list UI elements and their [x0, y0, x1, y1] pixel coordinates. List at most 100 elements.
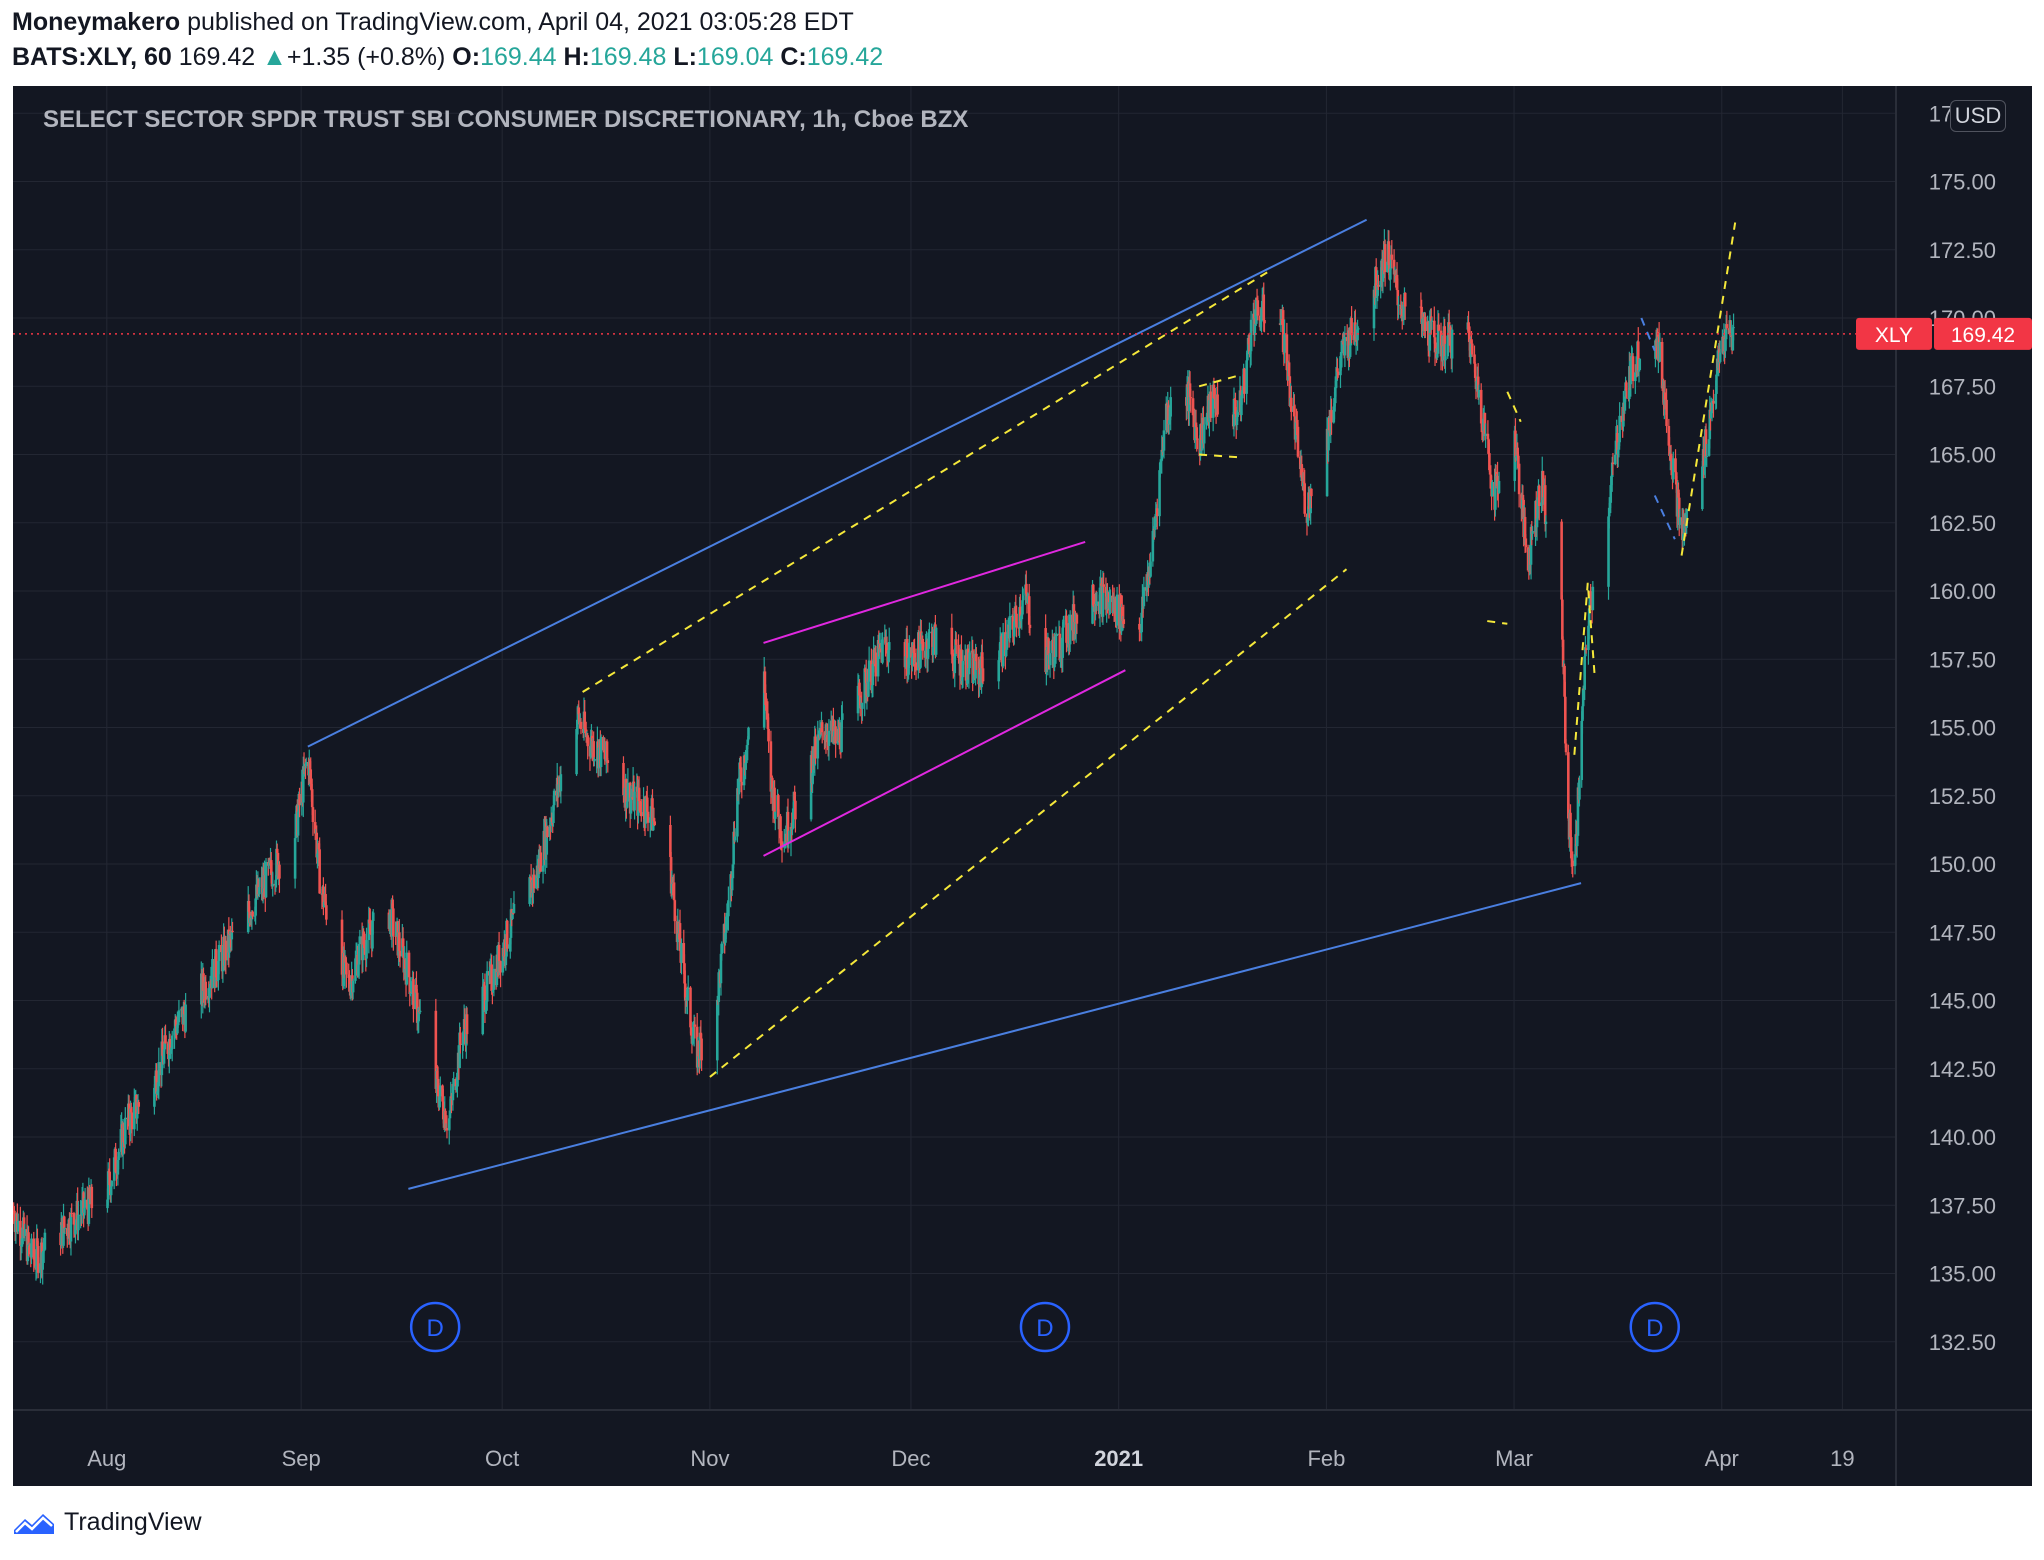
- candle-body: [68, 1219, 71, 1239]
- candle-body: [344, 957, 348, 963]
- candle-body: [488, 966, 492, 976]
- candle-body: [649, 814, 653, 818]
- candle-body: [951, 656, 955, 668]
- candle-body: [1435, 353, 1439, 358]
- candle-body: [745, 745, 749, 761]
- candle-body: [1108, 602, 1111, 609]
- candle-body: [528, 877, 531, 904]
- candle-body: [1709, 411, 1713, 419]
- candle-body: [957, 644, 960, 658]
- candle-body: [912, 645, 916, 653]
- grid: [13, 86, 2032, 1486]
- candle-body: [1432, 320, 1436, 338]
- candle-body: [1591, 586, 1595, 611]
- candle-body: [1711, 400, 1715, 411]
- candle-body: [926, 648, 930, 659]
- x-tick-label: Dec: [891, 1446, 930, 1471]
- candle-body: [733, 831, 736, 841]
- candle-body: [1537, 485, 1541, 506]
- candle-body: [348, 977, 351, 989]
- candle-body: [1232, 398, 1236, 427]
- candle-body: [910, 647, 913, 666]
- candle-body: [1151, 530, 1155, 562]
- candle-body: [876, 639, 880, 677]
- candle-body: [110, 1180, 114, 1187]
- candle-body: [296, 811, 300, 836]
- candle-body: [1193, 422, 1197, 441]
- candle-body: [508, 937, 512, 945]
- candle-body: [408, 977, 412, 995]
- chart-panel[interactable]: 132.50 135.00 137.50 140.00 142.50 145.00 147.…: [13, 86, 2032, 1486]
- candle-body: [271, 883, 275, 887]
- candle-body: [434, 1010, 438, 1089]
- candle-body: [391, 903, 394, 909]
- candle-body: [1701, 466, 1704, 510]
- candle-body: [452, 1079, 455, 1087]
- candle-body: [1517, 463, 1521, 495]
- candle-body: [1629, 361, 1633, 385]
- candle-body: [228, 934, 231, 953]
- candle-body: [36, 1238, 39, 1246]
- candle-body: [719, 953, 723, 984]
- candle-body: [742, 755, 746, 786]
- candle-body: [1006, 630, 1009, 634]
- currency-button[interactable]: USD: [1950, 100, 2006, 132]
- candle-body: [1000, 636, 1003, 663]
- footer-brand[interactable]: TradingView: [64, 1508, 202, 1536]
- candle-body: [732, 831, 735, 865]
- candle-body: [717, 972, 721, 1002]
- candle-body: [737, 778, 741, 795]
- candle-body: [1576, 787, 1580, 836]
- candle-body: [1066, 643, 1070, 645]
- price-axis[interactable]: 132.50 135.00 137.50 140.00 142.50 145.00 147.…: [1929, 101, 1996, 1354]
- chart-canvas[interactable]: 132.50 135.00 137.50 140.00 142.50 145.00 147.…: [13, 86, 2032, 1486]
- candle-body: [390, 903, 394, 937]
- candle-body: [1715, 374, 1718, 394]
- candle-body: [541, 865, 545, 872]
- candle-body: [811, 772, 814, 784]
- candle-body: [1670, 461, 1674, 463]
- candle-body: [968, 652, 971, 669]
- candle-body: [368, 919, 371, 924]
- candle-body: [315, 832, 318, 858]
- candle-body: [599, 737, 603, 768]
- candle-body: [1216, 394, 1219, 415]
- candle-body: [960, 677, 964, 681]
- dividend-marker-label: D: [1036, 1315, 1053, 1342]
- candle-body: [62, 1216, 65, 1246]
- candle-body: [230, 930, 234, 940]
- candle-body: [1488, 470, 1492, 475]
- candle-body: [270, 873, 274, 887]
- candle-body: [791, 828, 794, 830]
- candle-body: [1120, 606, 1124, 622]
- candle-body: [1618, 415, 1621, 443]
- candle-body: [550, 817, 554, 822]
- candle-body: [248, 911, 251, 923]
- candle-body: [28, 1244, 32, 1255]
- candle-body: [605, 741, 609, 761]
- candle-body: [1487, 439, 1490, 454]
- candle-body: [65, 1228, 69, 1236]
- candle-body: [293, 838, 297, 879]
- candle-body: [1707, 439, 1711, 456]
- candle-body: [1494, 471, 1497, 510]
- candle-body: [638, 801, 642, 803]
- candle-body: [1155, 508, 1159, 517]
- candle-body: [881, 639, 884, 663]
- candle-body: [129, 1108, 133, 1113]
- candle-body: [253, 915, 257, 917]
- candle-body: [451, 1086, 455, 1101]
- candle-body: [1015, 613, 1018, 628]
- time-axis[interactable]: Aug Sep Oct Nov Dec 2021 Feb Mar Apr 19: [87, 1446, 1854, 1471]
- candle-body: [42, 1249, 46, 1252]
- candle-body: [347, 974, 351, 978]
- author-name[interactable]: Moneymakero: [12, 8, 181, 36]
- candle-body: [1298, 456, 1302, 470]
- candle-body: [1047, 638, 1050, 655]
- tradingview-logo-icon[interactable]: [12, 1510, 56, 1536]
- candle-body: [153, 1087, 156, 1107]
- candle-body: [904, 656, 907, 668]
- candle-body: [1068, 614, 1072, 645]
- candle-body: [597, 747, 601, 769]
- candle-body: [810, 755, 814, 784]
